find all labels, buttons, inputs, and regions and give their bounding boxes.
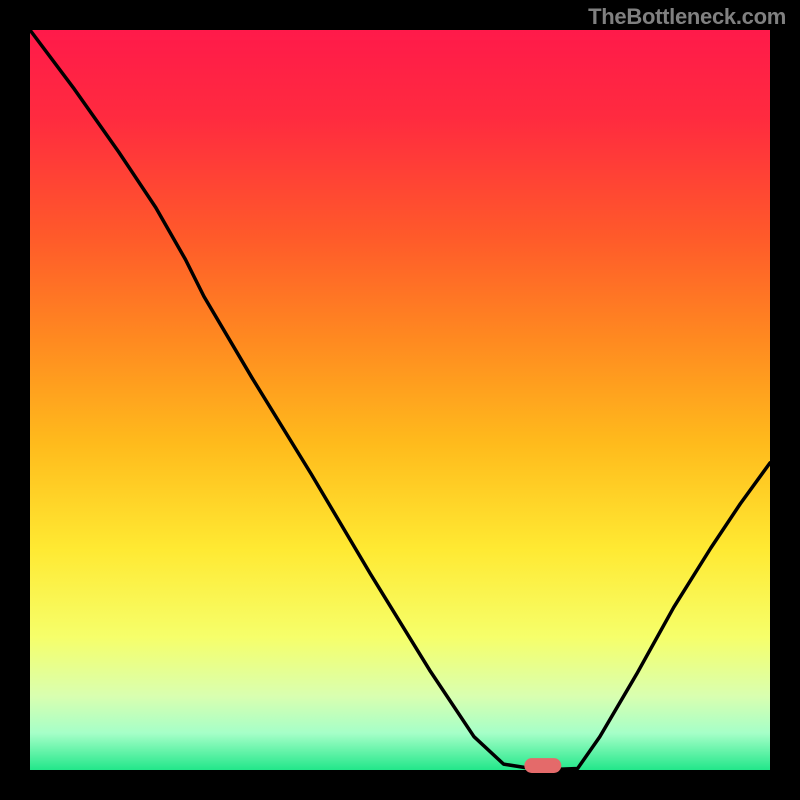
bottleneck-chart (0, 0, 800, 800)
watermark-text: TheBottleneck.com (588, 4, 786, 30)
gradient-background (30, 30, 770, 770)
chart-container: TheBottleneck.com (0, 0, 800, 800)
optimal-marker (524, 758, 561, 773)
